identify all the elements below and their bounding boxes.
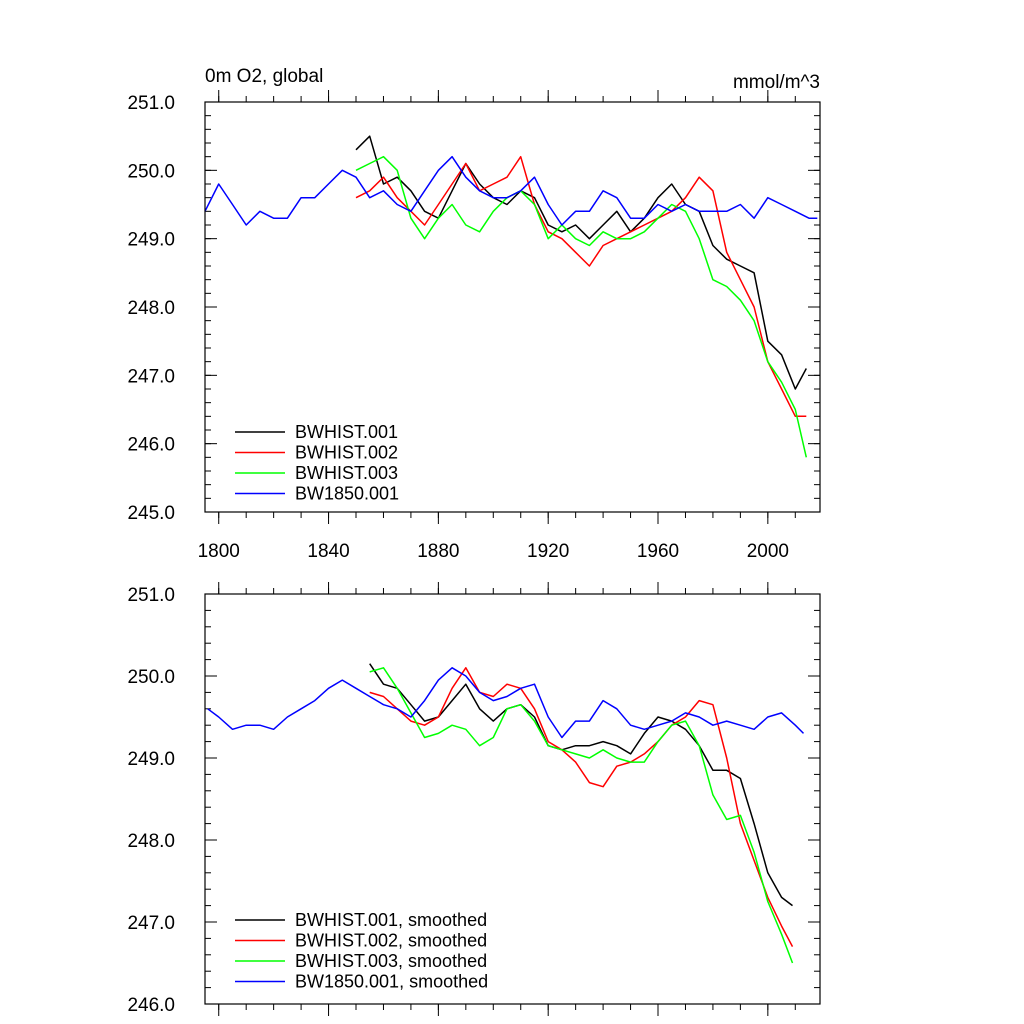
bottom-panel-series — [207, 663, 805, 964]
x-tick-label: 1800 — [198, 541, 240, 562]
x-tick-label: 2000 — [747, 541, 789, 562]
y-tick-label: 245.0 — [127, 503, 175, 524]
y-tick-label: 250.0 — [127, 667, 175, 688]
y-tick-label: 247.0 — [127, 366, 175, 387]
y-tick-label: 248.0 — [127, 298, 175, 319]
series-line-1 — [355, 135, 807, 390]
y-tick-label: 248.0 — [127, 831, 175, 852]
x-tick-label: 1880 — [417, 541, 459, 562]
y-tick-label: 251.0 — [127, 585, 175, 606]
legend-label: BW1850.001, smoothed — [295, 972, 488, 992]
bottom-panel: 246.0 247.0 248.0 249.0 250.0 251.0 BWHIST.00… — [127, 582, 821, 1016]
legend-label: BWHIST.003, smoothed — [295, 951, 487, 971]
y-tick-label: 249.0 — [127, 230, 175, 251]
bottom-panel-frame — [204, 593, 821, 1005]
series-line-3 — [355, 155, 808, 458]
y-tick-label: 246.0 — [127, 435, 175, 456]
x-tick-label: 1960 — [637, 541, 679, 562]
y-tick-label: 246.0 — [127, 995, 175, 1016]
series-line-4 — [204, 155, 818, 226]
legend-label: BWHIST.001 — [295, 422, 398, 442]
y-tick-label: 251.0 — [127, 93, 175, 114]
top-panel-frame — [204, 101, 821, 513]
top-panel-ticks: 245.0 246.0 247.0 248.0 249.0 250.0 251.0 1800 1… — [127, 90, 820, 562]
top-panel-series — [204, 135, 818, 458]
legend-label: BWHIST.001, smoothed — [295, 910, 487, 930]
series-line-1 — [369, 663, 793, 907]
series-line-2 — [355, 155, 807, 418]
top-panel-units: mmol/m^3 — [733, 72, 820, 93]
top-panel: 0m O2, global mmol/m^3 245.0246.0247.024… — [127, 66, 821, 562]
top-panel-title: 0m O2, global — [205, 66, 323, 87]
legend-label: BWHIST.002, smoothed — [295, 931, 487, 951]
y-tick-label: 249.0 — [127, 749, 175, 770]
legend-label: BW1850.001 — [295, 484, 399, 504]
y-tick-label: 250.0 — [127, 161, 175, 182]
x-tick-label: 1840 — [307, 541, 349, 562]
x-tick-label: 1920 — [527, 541, 569, 562]
y-tick-label: 247.0 — [127, 913, 175, 934]
legend-label: BWHIST.003 — [295, 463, 398, 483]
series-line-4 — [207, 667, 805, 739]
series-line-3 — [369, 667, 794, 964]
legend-label: BWHIST.002 — [295, 443, 398, 463]
series-line-2 — [369, 667, 794, 947]
